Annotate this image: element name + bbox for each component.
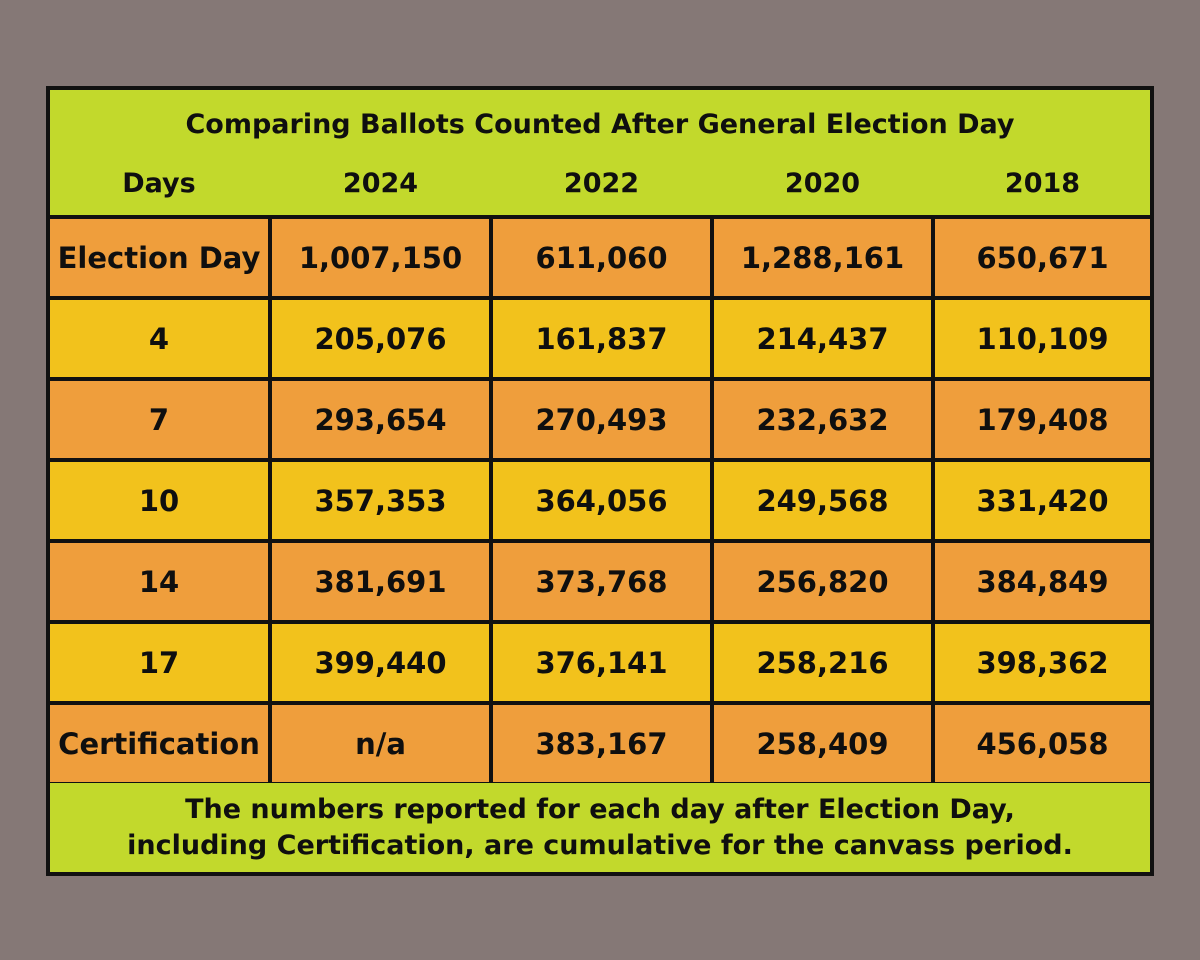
table-cell: 179,408 xyxy=(935,381,1150,458)
footnote-line-2: including Certification, are cumulative … xyxy=(127,830,1073,861)
table-row: Certification n/a 383,167 258,409 456,05… xyxy=(50,705,1150,782)
table-cell: 376,141 xyxy=(493,624,710,701)
table-cell: 1,288,161 xyxy=(714,219,931,296)
table-cell: 357,353 xyxy=(272,462,489,539)
table-cell: 399,440 xyxy=(272,624,489,701)
table-cell: 373,768 xyxy=(493,543,710,620)
column-header-2024: 2024 xyxy=(342,168,419,199)
table-cell: 398,362 xyxy=(935,624,1150,701)
footnote-line-1: The numbers reported for each day after … xyxy=(185,794,1015,825)
row-label: 14 xyxy=(50,543,268,620)
row-label: 4 xyxy=(50,300,268,377)
table-cell: 384,849 xyxy=(935,543,1150,620)
row-label: 10 xyxy=(50,462,268,539)
table-row: 17 399,440 376,141 258,216 398,362 xyxy=(50,624,1150,701)
table-cell: 650,671 xyxy=(935,219,1150,296)
column-header-days: Days xyxy=(122,168,196,199)
row-label: 7 xyxy=(50,381,268,458)
column-header-2022: 2022 xyxy=(563,168,640,199)
ballot-count-table: Comparing Ballots Counted After General … xyxy=(46,86,1154,876)
table-cell: 293,654 xyxy=(272,381,489,458)
table-cell: 331,420 xyxy=(935,462,1150,539)
row-label: 17 xyxy=(50,624,268,701)
table-cell: 383,167 xyxy=(493,705,710,782)
table-footer: The numbers reported for each day after … xyxy=(50,783,1150,872)
table-cell: 456,058 xyxy=(935,705,1150,782)
table-cell: 1,007,150 xyxy=(272,219,489,296)
table-cell: 258,216 xyxy=(714,624,931,701)
table-title: Comparing Ballots Counted After General … xyxy=(185,109,1015,140)
table-row: 4 205,076 161,837 214,437 110,109 xyxy=(50,300,1150,377)
table-row: Election Day 1,007,150 611,060 1,288,161… xyxy=(50,219,1150,296)
table-cell: 256,820 xyxy=(714,543,931,620)
column-header-2020: 2020 xyxy=(784,168,861,199)
table-row: 7 293,654 270,493 232,632 179,408 xyxy=(50,381,1150,458)
row-label: Certification xyxy=(50,705,268,782)
table-cell: 270,493 xyxy=(493,381,710,458)
column-header-2018: 2018 xyxy=(1004,168,1081,199)
table-cell: 214,437 xyxy=(714,300,931,377)
table-cell: 161,837 xyxy=(493,300,710,377)
table-row: 10 357,353 364,056 249,568 331,420 xyxy=(50,462,1150,539)
table-row: 14 381,691 373,768 256,820 384,849 xyxy=(50,543,1150,620)
table-cell: 258,409 xyxy=(714,705,931,782)
table-header: Comparing Ballots Counted After General … xyxy=(50,90,1150,215)
row-label: Election Day xyxy=(50,219,268,296)
table-cell: 232,632 xyxy=(714,381,931,458)
table-cell: 364,056 xyxy=(493,462,710,539)
table-cell: 110,109 xyxy=(935,300,1150,377)
table-cell: 249,568 xyxy=(714,462,931,539)
table-cell: 205,076 xyxy=(272,300,489,377)
table-cell: 611,060 xyxy=(493,219,710,296)
table-cell: 381,691 xyxy=(272,543,489,620)
table-cell: n/a xyxy=(272,705,489,782)
